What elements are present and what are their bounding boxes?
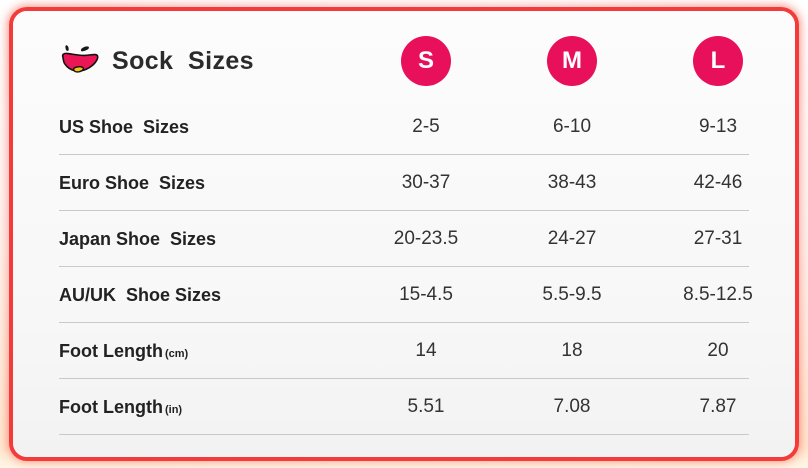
row-value-m: 5.5-9.5 <box>542 284 602 305</box>
size-badge-l[interactable]: L <box>693 36 743 86</box>
row-value-s: 30-37 <box>401 172 451 193</box>
row-label-text: US Shoe Sizes <box>59 116 190 137</box>
row-divider <box>59 266 749 267</box>
table-row: US Shoe Sizes 2-5 6-10 9-13 <box>13 99 795 155</box>
row-value-m: 38-43 <box>547 172 597 193</box>
row-label-text: Japan Shoe Sizes <box>59 228 217 249</box>
size-badge-m[interactable]: M <box>547 36 597 86</box>
row-label-text: Foot Length <box>59 396 163 417</box>
table-header-row: Sock Sizes S M L <box>13 25 795 97</box>
row-label: Euro Shoe Sizes <box>13 173 353 194</box>
row-label-text: Euro Shoe Sizes <box>59 172 206 193</box>
row-value-l: 20 <box>707 340 729 361</box>
table-row: AU/UK Shoe Sizes 15-4.5 5.5-9.5 8.5-12.5 <box>13 267 795 323</box>
table-row: Foot Length (cm) 14 18 20 <box>13 323 795 379</box>
row-value-s: 20-23.5 <box>393 228 459 249</box>
row-divider <box>59 434 749 435</box>
row-value-m: 7.08 <box>553 396 591 417</box>
size-badge-s[interactable]: S <box>401 36 451 86</box>
table-row: Euro Shoe Sizes 30-37 38-43 42-46 <box>13 155 795 211</box>
size-badge-cell-l: L <box>645 36 791 86</box>
row-label: AU/UK Shoe Sizes <box>13 285 353 306</box>
row-divider <box>59 322 749 323</box>
row-value-s: 15-4.5 <box>399 284 453 305</box>
row-label: Japan Shoe Sizes <box>13 229 353 250</box>
row-value-l: 27-31 <box>693 228 743 249</box>
row-label-unit: (in) <box>164 403 183 416</box>
row-value-m: 18 <box>561 340 583 361</box>
table-row: Japan Shoe Sizes 20-23.5 24-27 27-31 <box>13 211 795 267</box>
card-sheet: Sock Sizes S M L US Shoe Sizes <box>13 11 795 457</box>
row-value-m: 6-10 <box>552 116 592 137</box>
page-title: Sock Sizes <box>112 46 254 75</box>
row-divider <box>59 154 749 155</box>
row-divider <box>59 378 749 379</box>
chart-title-cell: Sock Sizes <box>13 44 353 78</box>
row-value-s: 14 <box>415 340 437 361</box>
size-badge-cell-s: S <box>353 36 499 86</box>
row-label: US Shoe Sizes <box>13 117 353 138</box>
row-divider <box>59 210 749 211</box>
row-value-m: 24-27 <box>547 228 597 249</box>
size-badge-cell-m: M <box>499 36 645 86</box>
row-label-text: Foot Length <box>59 340 163 361</box>
size-chart-card: Sock Sizes S M L US Shoe Sizes <box>9 7 799 461</box>
table-row: Foot Length (in) 5.51 7.08 7.87 <box>13 379 795 435</box>
sock-icon <box>61 45 99 73</box>
row-label: Foot Length (cm) <box>13 341 353 362</box>
row-value-l: 8.5-12.5 <box>683 284 753 305</box>
row-value-l: 7.87 <box>699 396 737 417</box>
row-label-unit: (cm) <box>164 347 189 360</box>
row-value-s: 5.51 <box>407 396 445 417</box>
row-label: Foot Length (in) <box>13 397 353 418</box>
row-label-text: AU/UK Shoe Sizes <box>59 284 222 305</box>
size-chart-table: Sock Sizes S M L US Shoe Sizes <box>13 11 795 457</box>
row-value-l: 9-13 <box>698 116 738 137</box>
row-value-s: 2-5 <box>412 116 440 137</box>
row-value-l: 42-46 <box>693 172 743 193</box>
